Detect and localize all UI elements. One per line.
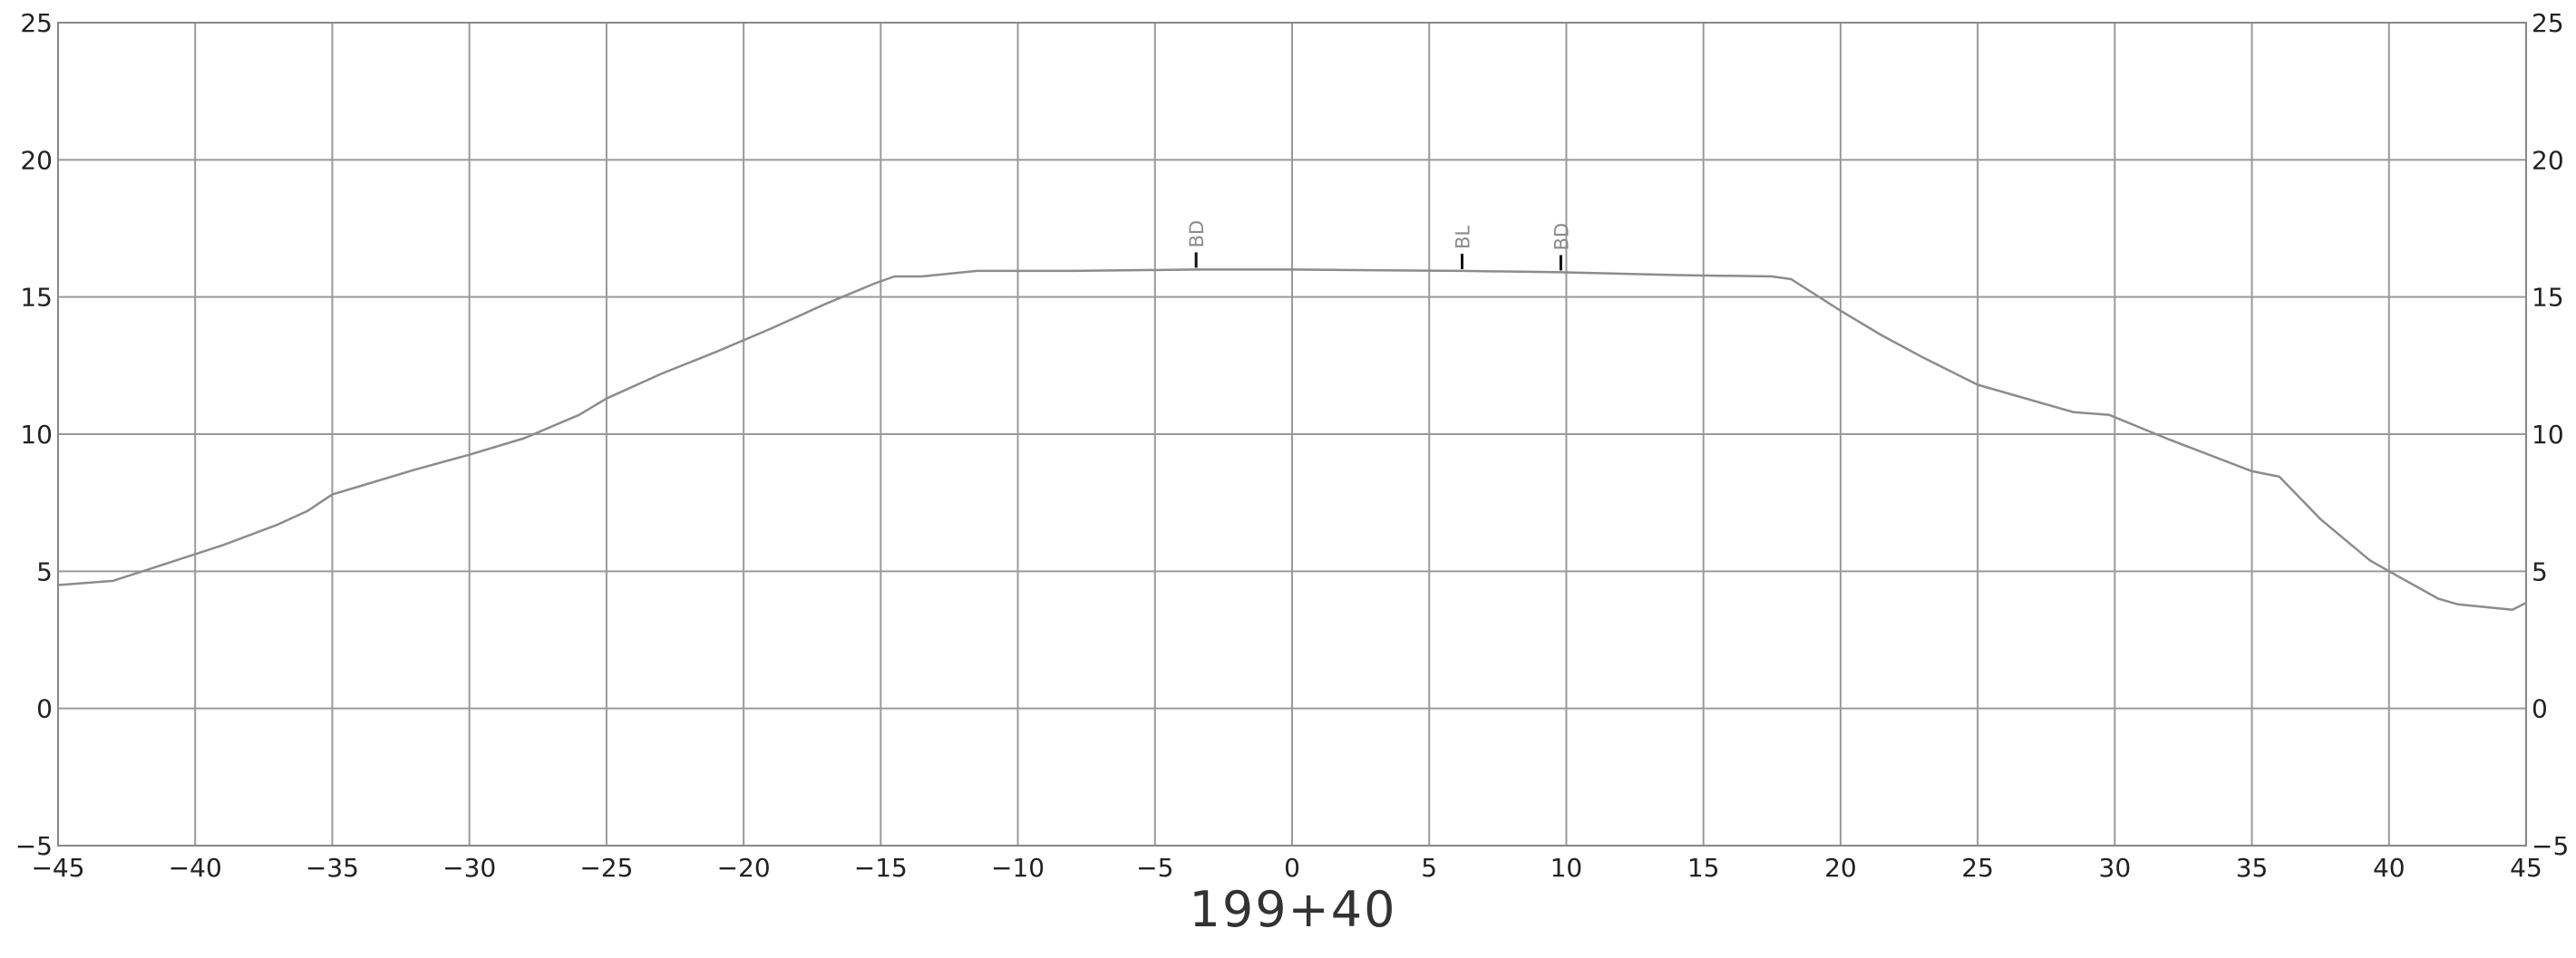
- x-tick-label: −25: [579, 853, 633, 883]
- y-tick-label-right: 5: [2532, 556, 2548, 586]
- y-tick-label-right: −5: [2532, 831, 2569, 861]
- ground-profile-line: [57, 268, 2527, 611]
- y-tick-label-left: 5: [36, 556, 53, 586]
- y-tick-label-right: 0: [2532, 694, 2548, 724]
- y-tick-label-left: 20: [20, 145, 53, 175]
- y-tick-label-right: 10: [2532, 420, 2564, 450]
- x-tick-label: −45: [31, 853, 84, 883]
- grid-lines: [57, 22, 2527, 847]
- y-tick-label-right: 20: [2532, 145, 2564, 175]
- x-tick-label: 15: [1687, 853, 1720, 883]
- x-tick-label: −10: [991, 853, 1045, 883]
- x-tick-label: 0: [1284, 853, 1300, 883]
- y-tick-label-left: 0: [36, 694, 53, 724]
- x-tick-label: −15: [854, 853, 908, 883]
- station-label: 199+40: [1189, 881, 1396, 938]
- plot-frame: [57, 22, 2527, 847]
- x-tick-label: 40: [2373, 853, 2406, 883]
- x-tick-label: 25: [1961, 853, 1994, 883]
- marker-label: BD: [1550, 223, 1572, 251]
- y-tick-label-left: −5: [15, 831, 53, 861]
- x-tick-label: 10: [1550, 853, 1583, 883]
- x-tick-label: 5: [1421, 853, 1437, 883]
- x-tick-label: 35: [2236, 853, 2269, 883]
- x-tick-label: −5: [1136, 853, 1173, 883]
- y-tick-label-right: 15: [2532, 283, 2564, 313]
- x-tick-label: −30: [442, 853, 496, 883]
- x-tick-label: −40: [169, 853, 222, 883]
- axis-labels: −45 −40 −35 −30 −25 −20 −15 −10 −5 0 5 10 15 20 25 30 35…: [15, 8, 2570, 883]
- y-tick-label-left: 25: [20, 8, 53, 38]
- x-tick-label: 20: [1824, 853, 1857, 883]
- marker-label: BD: [1186, 220, 1208, 248]
- x-tick-label: 45: [2510, 853, 2542, 883]
- station-markers: BD BL BD: [1186, 220, 1572, 271]
- profile-series: [57, 268, 2527, 611]
- x-tick-label: −20: [717, 853, 771, 883]
- y-tick-label-left: 10: [20, 420, 53, 450]
- y-tick-label-left: 15: [20, 283, 53, 313]
- marker-label: BL: [1453, 226, 1474, 249]
- x-tick-label: −35: [306, 853, 359, 883]
- y-tick-label-right: 25: [2532, 8, 2564, 38]
- x-tick-label: 30: [2099, 853, 2132, 883]
